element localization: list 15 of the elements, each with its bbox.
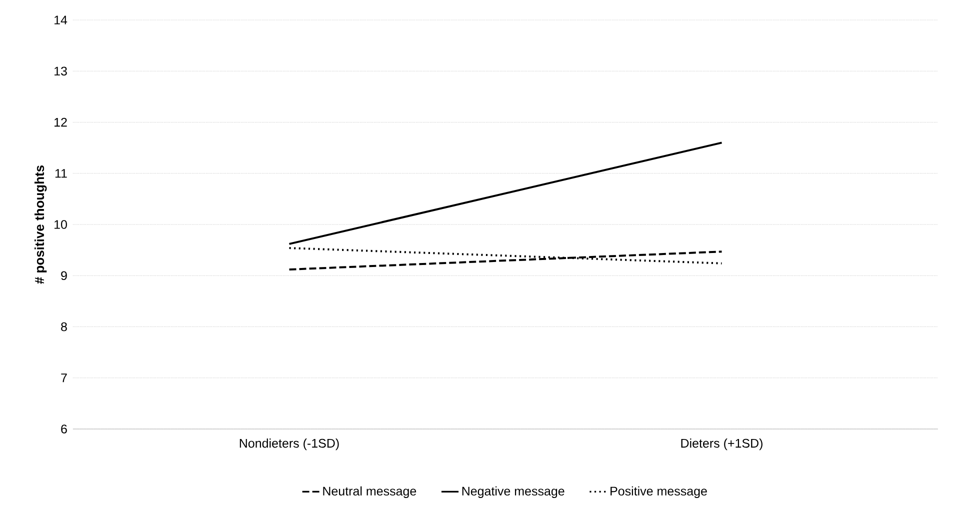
y-tick-label: 6 [61, 424, 67, 434]
x-tick-label: Dieters (+1SD) [681, 438, 762, 450]
y-tick-label: 10 [54, 220, 67, 229]
y-tick-label: 11 [55, 169, 67, 178]
y-tick-label: 8 [61, 322, 67, 332]
y-axis-title: # positive thoughts [34, 165, 47, 284]
legend-label: Positive message [610, 486, 707, 498]
x-tick-label: Nondieters (-1SD) [240, 438, 339, 450]
y-tick-label: 7 [61, 374, 67, 382]
y-tick-label: 12 [54, 118, 67, 127]
y-tick-label: 14 [54, 16, 68, 24]
y-tick-label: 9 [61, 271, 67, 280]
y-tick-label: 13 [54, 66, 67, 76]
legend-label: Neutral message [323, 486, 416, 498]
legend-label: Negative message [462, 486, 564, 498]
